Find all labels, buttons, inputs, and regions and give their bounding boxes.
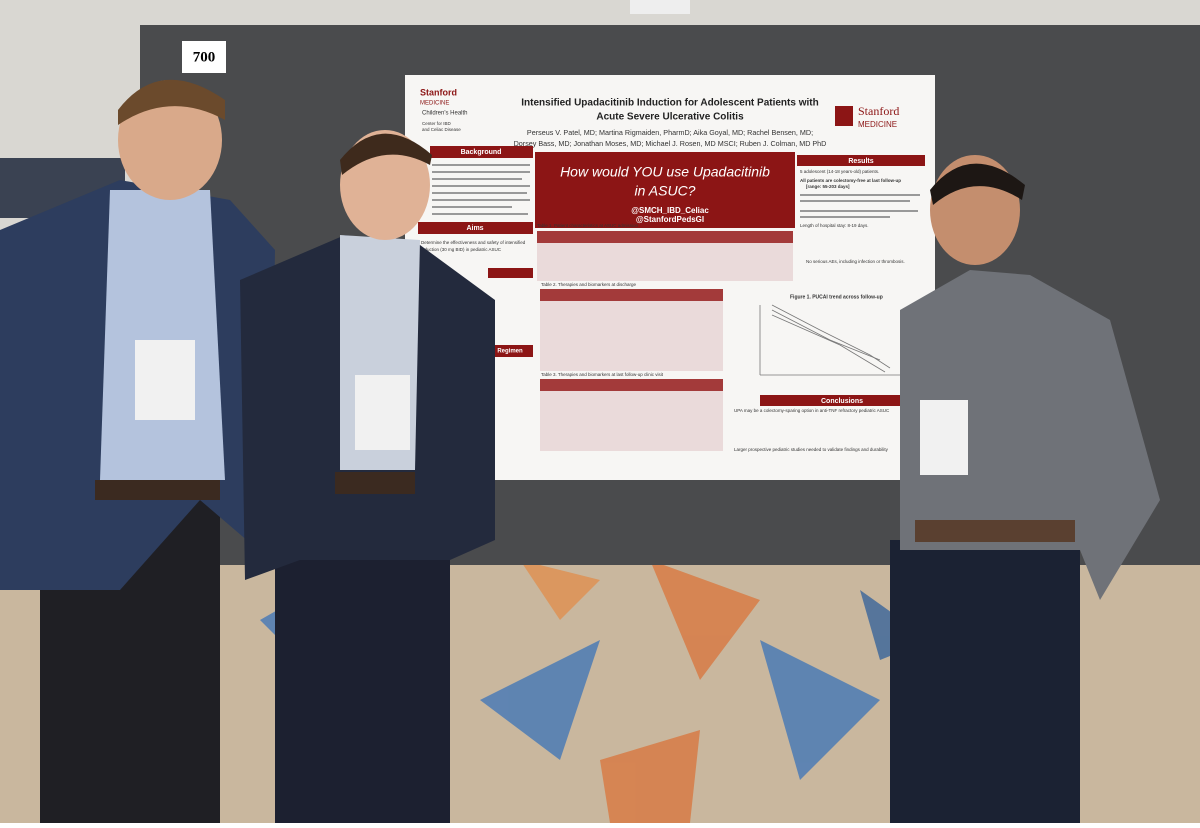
logo-text: MEDICINE xyxy=(858,120,897,129)
shape xyxy=(771,304,891,369)
shape xyxy=(135,340,195,420)
section-title: Results xyxy=(848,158,873,165)
result-text: 5 adolescent (14-18 years-old) patients. xyxy=(800,169,879,174)
body-text-lines xyxy=(432,164,530,215)
shape xyxy=(340,133,432,175)
shape xyxy=(900,270,1160,600)
table-caption: Table 3. Therapies and biomarkers at las… xyxy=(541,372,664,377)
logo-text: Stanford xyxy=(420,87,457,97)
table-header xyxy=(540,289,723,301)
shape xyxy=(432,206,512,208)
conclusion-text: UPA may be a colectomy-sparing option in… xyxy=(734,408,890,413)
person-middle xyxy=(240,130,495,823)
shape xyxy=(480,640,600,760)
shape xyxy=(432,164,530,166)
shape xyxy=(650,560,760,680)
shape xyxy=(800,194,920,196)
section-header xyxy=(797,155,925,166)
result-text: No serious AEs, including infection or t… xyxy=(806,259,905,264)
logo-text: Children's Health xyxy=(422,111,468,117)
body-text-lines xyxy=(800,194,920,218)
shape xyxy=(520,560,600,620)
section-title: Regimen xyxy=(497,349,523,355)
logo-shield xyxy=(835,106,853,126)
shape xyxy=(335,472,415,494)
result-text: All patients are colectomy-free at last … xyxy=(800,178,901,183)
shape xyxy=(355,375,410,450)
board-number: 700 xyxy=(193,49,216,65)
shape xyxy=(800,210,918,212)
board-number-card xyxy=(182,41,226,73)
table-header xyxy=(540,379,723,391)
table-body xyxy=(540,391,723,451)
shape xyxy=(771,314,886,373)
figure-lines xyxy=(759,304,900,376)
shape xyxy=(432,185,530,187)
shape xyxy=(95,480,220,500)
section-header xyxy=(488,345,533,357)
section-title: Aims xyxy=(466,225,483,232)
shape xyxy=(920,400,968,475)
person-right xyxy=(890,155,1160,823)
shape xyxy=(890,540,1080,823)
banner xyxy=(535,152,795,228)
person-left xyxy=(0,79,275,823)
shape xyxy=(432,199,530,201)
table-header xyxy=(537,231,793,243)
shape xyxy=(771,309,881,361)
banner-question: How would YOU use Upadacitinib xyxy=(560,164,770,180)
shape xyxy=(760,640,880,780)
section-header xyxy=(760,395,925,406)
banner-question: in ASUC? xyxy=(635,183,696,199)
shape xyxy=(915,520,1075,542)
conclusion-text: Larger prospective pediatric studies nee… xyxy=(734,447,889,452)
result-text: Length of hospital stay: 8-19 days. xyxy=(800,223,869,228)
poster-authors: Dorsey Bass, MD; Jonathan Moses, MD; Mic… xyxy=(514,139,827,148)
shape xyxy=(432,213,528,215)
section-title: Background xyxy=(461,149,502,156)
shape xyxy=(118,79,225,125)
shape xyxy=(432,171,530,173)
poster-title: Intensified Upadacitinib Induction for A… xyxy=(521,98,818,109)
logo-text: MEDICINE xyxy=(420,101,449,107)
section-header xyxy=(418,222,533,234)
shape xyxy=(800,200,910,202)
poster: Stanford MEDICINE Children's Health Cent… xyxy=(405,75,935,480)
logo-text: Stanford xyxy=(858,104,899,118)
section-header xyxy=(430,146,533,158)
body-text: induction (30 mg BID) in pediatric ASUC xyxy=(421,247,502,252)
result-text: [range: 55-203 days] xyxy=(806,184,850,189)
section-header xyxy=(488,268,533,278)
shape xyxy=(432,178,522,180)
shape xyxy=(100,190,225,480)
table-body xyxy=(537,243,793,281)
table-caption: Table 1. Patient characteristics at ASUC… xyxy=(537,223,639,228)
table-body xyxy=(540,301,723,371)
table-caption: Table 2. Therapies and biomarkers at dis… xyxy=(541,282,636,287)
poster-authors: Perseus V. Patel, MD; Martina Rigmaiden,… xyxy=(527,128,813,137)
light-fixture xyxy=(630,0,690,14)
shape xyxy=(432,192,527,194)
shape xyxy=(600,730,700,823)
section-title: Conclusions xyxy=(821,398,863,405)
body-text: Determine the effectiveness and safety o… xyxy=(421,240,526,245)
shape xyxy=(800,216,890,218)
twitter-handle: @SMCH_IBD_Celiac xyxy=(631,206,709,215)
figure-caption: Figure 1. PUCAI trend across follow-up xyxy=(790,294,883,300)
logo-text: Center for IBD xyxy=(422,121,452,126)
shape xyxy=(930,163,1025,205)
poster-title: Acute Severe Ulcerative Colitis xyxy=(596,112,744,123)
twitter-handle: @StanfordPedsGI xyxy=(636,215,704,224)
logo-text: and Celiac Disease xyxy=(422,127,461,132)
